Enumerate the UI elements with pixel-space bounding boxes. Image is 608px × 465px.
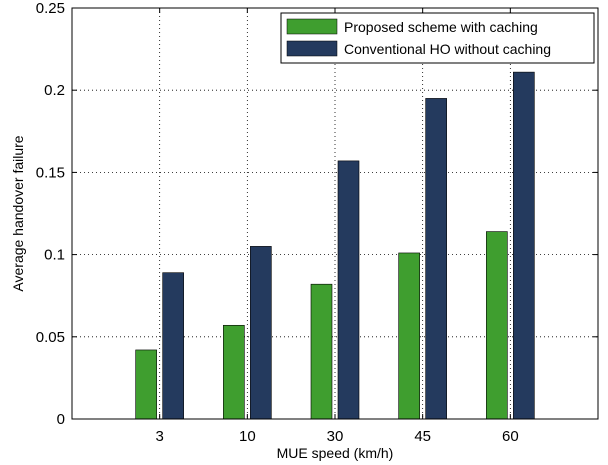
bars [135, 71, 535, 420]
x-tick-label: 3 [155, 428, 163, 445]
bar-conventional [513, 71, 535, 420]
bar-proposed [398, 252, 420, 420]
axis-ticks [72, 7, 598, 420]
bar-proposed [223, 324, 245, 420]
bar-conventional [337, 160, 360, 420]
legend-swatch-proposed [286, 18, 338, 35]
tick-labels: 0 0.05 0.1 0.15 0.2 0.25 3 10 30 45 60 [36, 0, 519, 445]
bar-proposed [486, 231, 508, 420]
x-tick-label: 30 [327, 428, 344, 445]
bar-conventional [162, 272, 184, 420]
bar-conventional [425, 98, 447, 420]
y-tick-label: 0.1 [44, 247, 65, 264]
legend-label-conventional: Conventional HO without caching [344, 41, 551, 57]
y-tick-label: 0 [57, 411, 65, 428]
bar-conventional [250, 246, 272, 420]
y-tick-label: 0.15 [36, 164, 65, 181]
legend-label-proposed: Proposed scheme with caching [344, 19, 538, 35]
x-tick-label: 10 [239, 428, 256, 445]
y-tick-label: 0.25 [36, 0, 65, 17]
grid-lines [72, 8, 598, 419]
legend-swatch-conventional [286, 40, 338, 57]
bar-proposed [310, 283, 333, 420]
legend: Proposed scheme with caching Conventiona… [280, 12, 595, 64]
y-tick-label: 0.2 [44, 82, 65, 99]
x-tick-label: 60 [502, 428, 519, 445]
bar-proposed [135, 349, 157, 420]
y-axis-label: Average handover failure [10, 135, 26, 291]
x-tick-label: 45 [414, 428, 431, 445]
x-axis-label: MUE speed (km/h) [277, 445, 394, 461]
y-tick-label: 0.05 [36, 329, 65, 346]
